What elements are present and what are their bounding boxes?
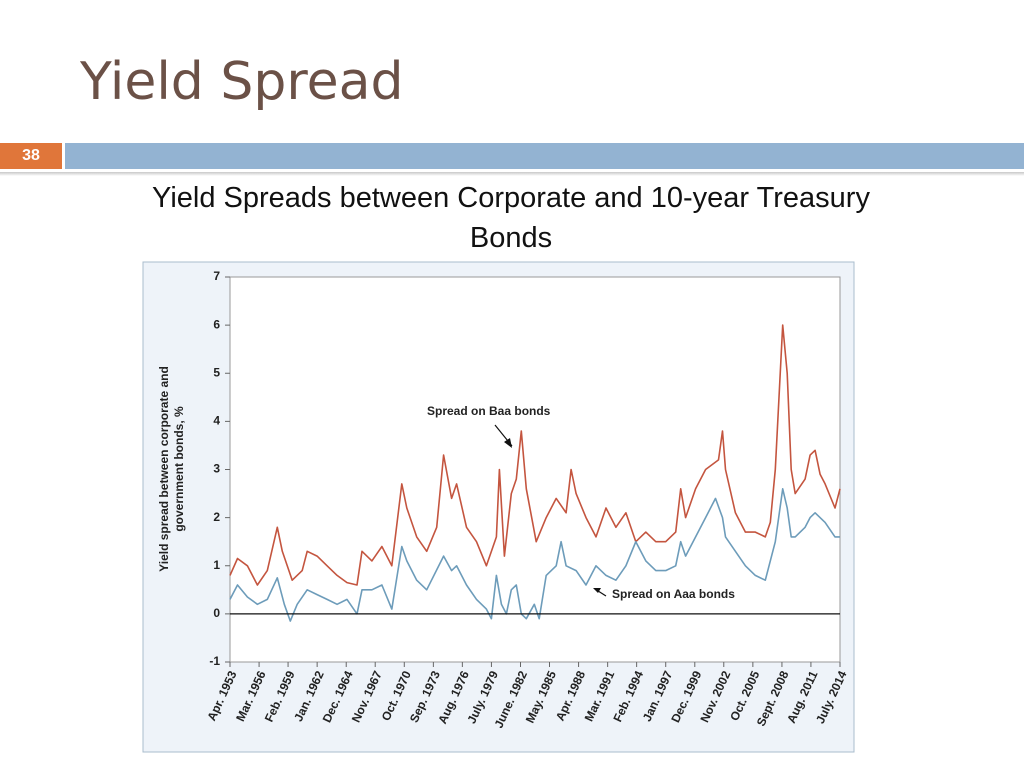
y-tick-label: 0 [213, 606, 220, 620]
annotation: Spread on Aaa bonds [612, 587, 735, 601]
arrow-head [593, 588, 601, 593]
y-tick-label: 1 [213, 558, 220, 572]
slide-title: Yield Spread [80, 52, 404, 112]
y-tick-label: 4 [213, 414, 220, 428]
annotation: Spread on Baa bonds [427, 404, 551, 418]
y-tick-label: 6 [213, 317, 220, 331]
y-axis-label: Yield spread between corporate and gover… [157, 366, 186, 572]
y-tick-label: 3 [213, 462, 220, 476]
header-shadow [0, 172, 1024, 176]
y-tick-label: 5 [213, 365, 220, 379]
arrow-head [504, 438, 512, 448]
chart-title: Yield Spreads between Corporate and 10-y… [152, 182, 870, 254]
header-bar [65, 143, 1024, 169]
series-line [229, 488, 840, 622]
y-tick-label: -1 [209, 654, 220, 668]
y-tick-label: 7 [213, 269, 220, 283]
y-tick-label: 2 [213, 510, 220, 524]
slide-number: 38 [0, 143, 62, 169]
series-line [229, 324, 841, 586]
